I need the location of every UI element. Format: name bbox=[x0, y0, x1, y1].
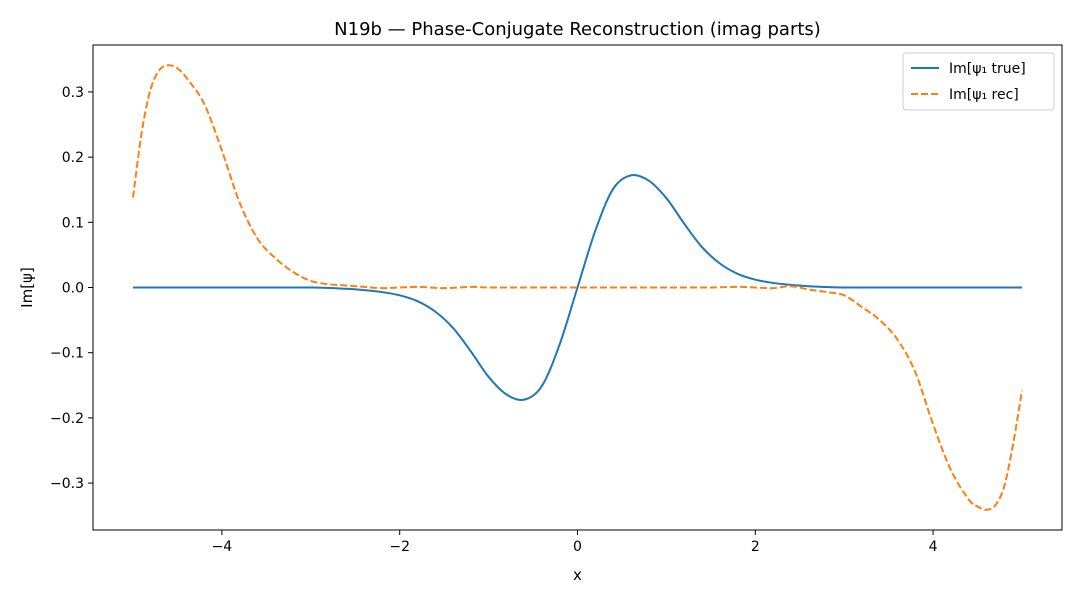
legend-box bbox=[902, 52, 1055, 111]
y-axis-label: Im[ψ] bbox=[18, 267, 36, 308]
legend-label: Im[ψ₁ true] bbox=[949, 61, 1026, 77]
x-axis-label: x bbox=[573, 566, 582, 584]
x-tick-label: −2 bbox=[389, 539, 410, 555]
legend-label: Im[ψ₁ rec] bbox=[949, 87, 1019, 103]
series-line-1 bbox=[133, 174, 1022, 401]
y-tick-label: −0.2 bbox=[50, 411, 84, 427]
series-lines bbox=[132, 64, 1023, 511]
series-line-2 bbox=[132, 64, 1023, 511]
x-axis-ticks: −4 −2 0 2 4 bbox=[212, 530, 938, 555]
x-tick-label: −4 bbox=[212, 539, 233, 555]
y-tick-label: −0.3 bbox=[50, 476, 84, 492]
x-tick-label: 2 bbox=[751, 539, 760, 555]
y-tick-label: 0.2 bbox=[62, 150, 84, 166]
y-tick-label: 0.3 bbox=[62, 85, 84, 101]
y-axis-ticks: −0.3 −0.2 −0.1 0.0 0.1 0.2 0.3 bbox=[50, 85, 93, 492]
y-tick-label: 0.0 bbox=[62, 281, 84, 297]
y-tick-label: −0.1 bbox=[50, 346, 84, 362]
chart-title: N19b — Phase-Conjugate Reconstruction (i… bbox=[334, 19, 821, 40]
x-tick-label: 0 bbox=[573, 539, 582, 555]
legend: Im[ψ₁ true] Im[ψ₁ rec] bbox=[902, 52, 1055, 111]
x-tick-label: 4 bbox=[929, 539, 938, 555]
y-tick-label: 0.1 bbox=[62, 215, 84, 231]
